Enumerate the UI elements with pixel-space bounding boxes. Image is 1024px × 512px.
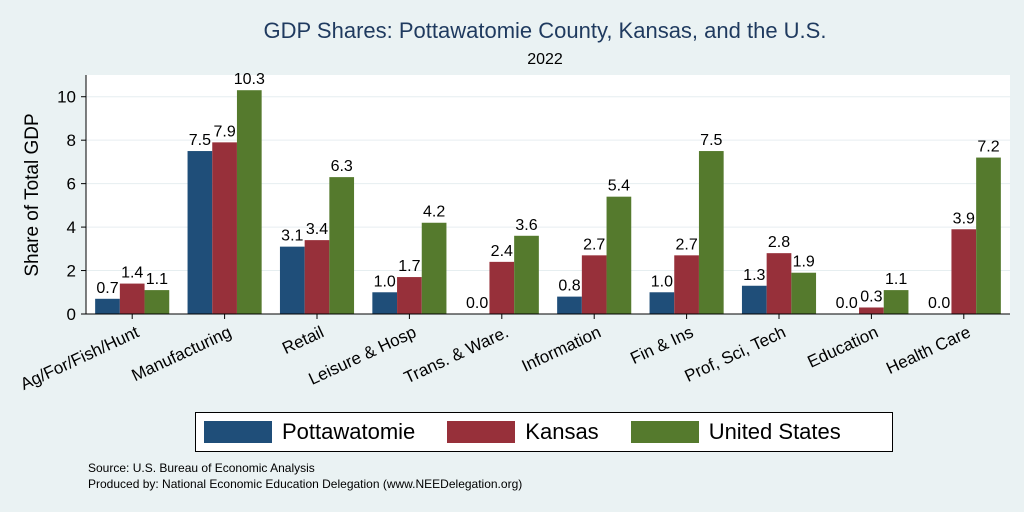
data-label: 7.9 xyxy=(213,123,235,140)
data-label: 2.7 xyxy=(675,236,697,253)
y-tick-label: 6 xyxy=(67,175,76,194)
bar xyxy=(279,246,305,314)
y-tick-label: 2 xyxy=(67,262,76,281)
y-tick-label: 4 xyxy=(67,218,76,237)
produced-by-note: Produced by: National Economic Education… xyxy=(88,477,523,491)
data-label: 0.7 xyxy=(96,280,118,297)
legend-swatch-pottawatomie xyxy=(204,421,272,443)
x-tick-label: Fin & Ins xyxy=(627,322,696,368)
bar xyxy=(421,222,447,314)
bar xyxy=(976,157,1001,314)
legend-label-united-states: United States xyxy=(708,419,841,444)
bar xyxy=(187,151,213,314)
y-tick-label: 8 xyxy=(67,131,76,150)
bar xyxy=(951,229,977,314)
bar xyxy=(144,290,170,314)
bar xyxy=(581,255,607,314)
data-label: 7.2 xyxy=(977,139,999,156)
legend-item-united-states: United States xyxy=(630,419,841,445)
bar xyxy=(329,177,355,314)
data-label: 7.5 xyxy=(189,132,211,149)
chart-title: GDP Shares: Pottawatomie County, Kansas,… xyxy=(263,18,827,43)
x-tick-label: Manufacturing xyxy=(129,322,235,385)
bar xyxy=(397,277,422,314)
bar xyxy=(95,298,120,314)
data-label: 1.1 xyxy=(885,271,907,288)
legend-item-pottawatomie: Pottawatomie xyxy=(204,419,415,445)
data-label: 0.3 xyxy=(860,288,882,305)
bar xyxy=(649,292,675,314)
bar xyxy=(698,151,724,314)
bar xyxy=(674,255,699,314)
legend-label-pottawatomie: Pottawatomie xyxy=(282,419,416,444)
x-tick-label: Ag/For/Fish/Hunt xyxy=(17,322,142,394)
data-label: 2.4 xyxy=(491,243,513,260)
bar xyxy=(212,142,237,314)
data-label: 1.3 xyxy=(743,267,765,284)
bar xyxy=(883,290,909,314)
source-note: Source: U.S. Bureau of Economic Analysis xyxy=(88,461,315,475)
data-label: 2.8 xyxy=(768,234,790,251)
legend-label-kansas: Kansas xyxy=(525,419,599,444)
x-tick-label: Health Care xyxy=(883,322,973,378)
bar xyxy=(766,253,792,314)
bar xyxy=(557,296,582,314)
bar xyxy=(791,272,817,314)
data-label: 0.8 xyxy=(558,278,580,295)
bar xyxy=(119,283,145,314)
y-tick-label: 10 xyxy=(57,88,76,107)
data-label: 3.9 xyxy=(953,210,975,227)
x-tick-label: Retail xyxy=(279,322,326,358)
bar xyxy=(236,90,262,314)
data-label: 3.1 xyxy=(281,228,303,245)
y-axis-label: Share of Total GDP xyxy=(22,113,43,276)
data-label: 0.0 xyxy=(836,295,858,312)
data-label: 1.7 xyxy=(398,258,420,275)
data-label: 0.0 xyxy=(466,295,488,312)
x-tick-label: Prof, Sci, Tech xyxy=(682,322,789,385)
data-label: 1.1 xyxy=(146,271,168,288)
data-label: 4.2 xyxy=(423,204,445,221)
data-label: 1.0 xyxy=(374,273,396,290)
bar xyxy=(741,285,767,314)
data-label: 5.4 xyxy=(608,178,630,195)
data-label: 10.3 xyxy=(234,71,265,88)
bar xyxy=(489,261,515,314)
bar xyxy=(304,240,330,314)
data-label: 1.9 xyxy=(793,254,815,271)
bar xyxy=(372,292,398,314)
legend-item-kansas: Kansas xyxy=(447,419,599,445)
data-label: 6.3 xyxy=(331,158,353,175)
bar xyxy=(859,307,884,314)
data-label: 7.5 xyxy=(700,132,722,149)
legend-swatch-united-states xyxy=(630,421,699,443)
data-label: 0.0 xyxy=(928,295,950,312)
x-tick-label: Information xyxy=(519,322,604,375)
data-label: 1.0 xyxy=(651,273,673,290)
chart-subtitle: 2022 xyxy=(527,51,563,68)
data-label: 1.4 xyxy=(121,265,143,282)
bar xyxy=(606,196,632,314)
data-label: 3.4 xyxy=(306,221,328,238)
bar xyxy=(514,235,539,314)
data-label: 3.6 xyxy=(515,217,537,234)
legend-swatch-kansas xyxy=(447,421,516,443)
legend: Pottawatomie Kansas United States xyxy=(195,412,893,452)
y-tick-label: 0 xyxy=(67,305,76,324)
x-tick-label: Education xyxy=(805,322,882,371)
x-tick-label: Trans. & Ware. xyxy=(401,322,511,387)
data-label: 2.7 xyxy=(583,236,605,253)
